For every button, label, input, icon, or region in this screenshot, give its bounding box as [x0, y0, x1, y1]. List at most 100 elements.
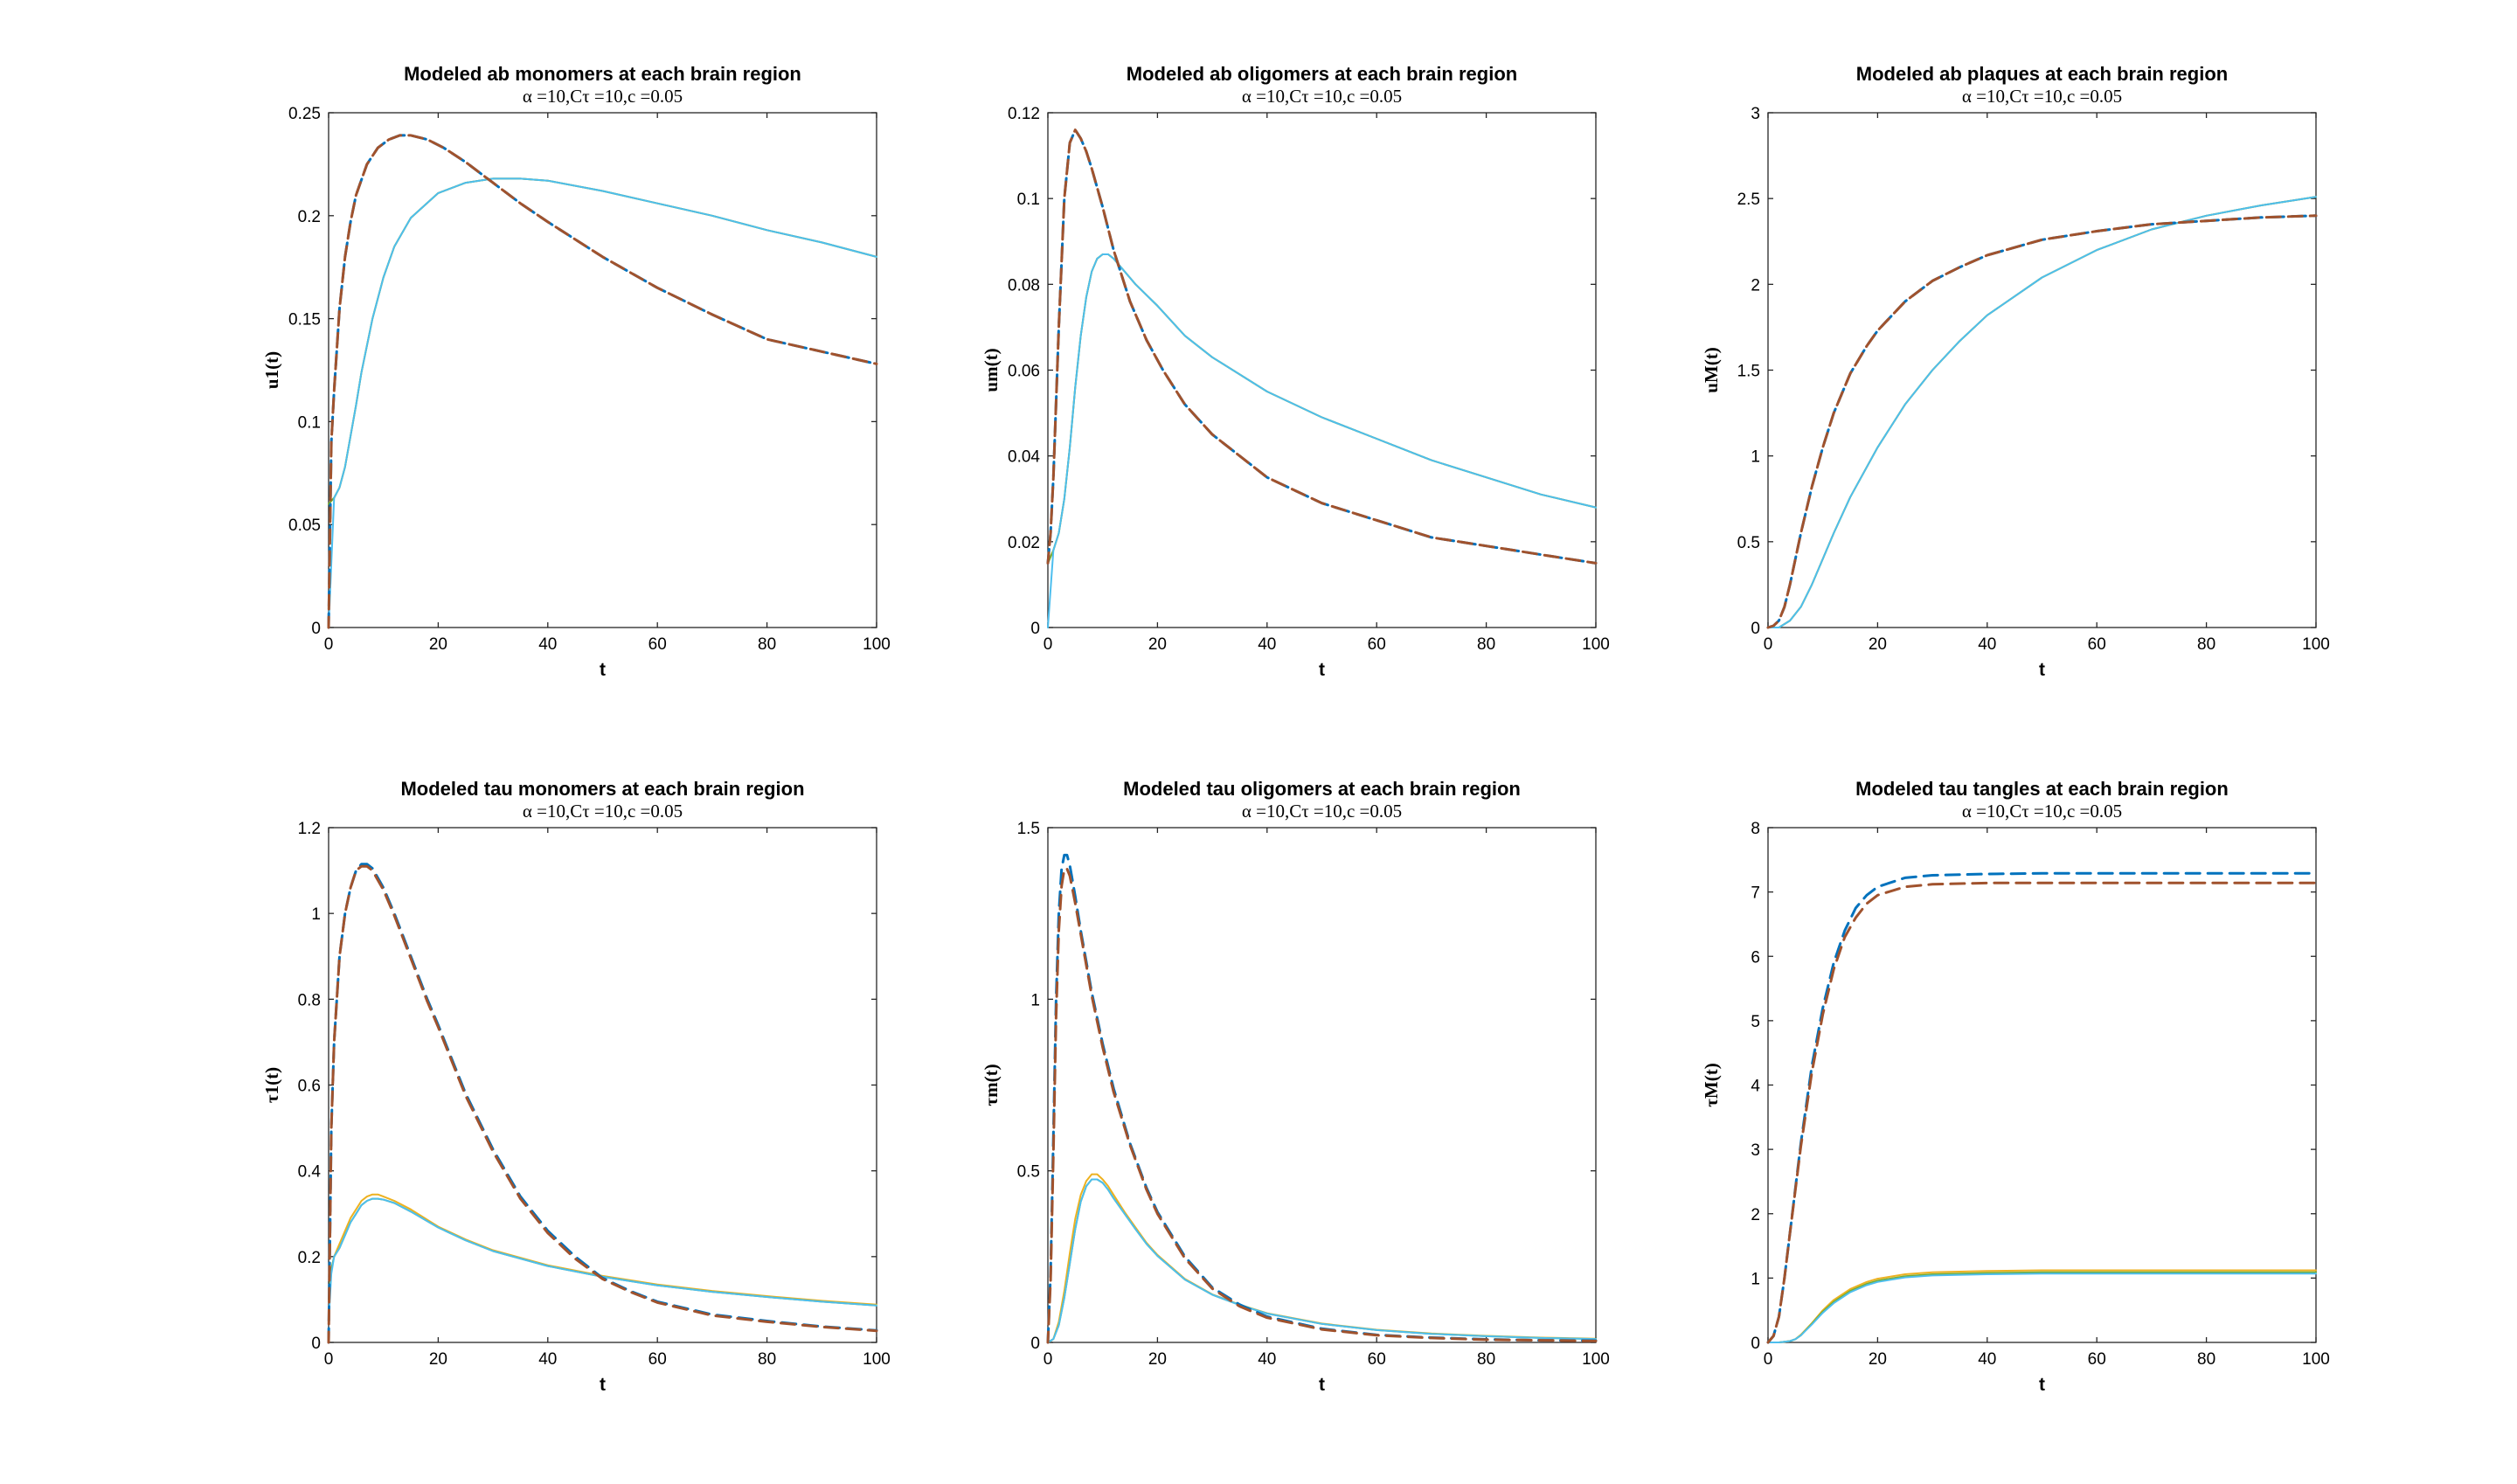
- y-tick-label: 0.1: [298, 413, 321, 432]
- x-tick-label: 20: [429, 635, 447, 654]
- chart-title: Modeled tau oligomers at each brain regi…: [1123, 778, 1521, 800]
- x-tick-label: 80: [758, 1350, 776, 1369]
- axes-box: [1767, 827, 2317, 1343]
- y-tick-label: 1.5: [1017, 820, 1040, 838]
- x-tick-label: 0: [1764, 1350, 1773, 1369]
- chart-title: Modeled tau tangles at each brain region: [1855, 778, 2229, 800]
- x-tick-label: 60: [2088, 635, 2106, 654]
- x-tick-label: 60: [2088, 1350, 2106, 1369]
- y-tick-label: 2: [1751, 1206, 1760, 1224]
- x-tick-label: 40: [1978, 635, 1996, 654]
- axes-box: [1767, 112, 2317, 628]
- x-tick-label: 40: [1258, 1350, 1276, 1369]
- x-tick-label: 0: [1044, 1350, 1053, 1369]
- series-line-2: [1046, 128, 1598, 565]
- x-tick-label: 0: [1764, 635, 1773, 654]
- x-tick-label: 100: [1582, 635, 1610, 654]
- y-tick-label: 1: [1751, 448, 1760, 467]
- y-axis-label: u1(t): [261, 351, 282, 389]
- x-tick-label: 100: [1582, 1350, 1610, 1369]
- x-tick-label: 40: [1978, 1350, 1996, 1369]
- x-tick-label: 20: [1869, 1350, 1887, 1369]
- x-tick-label: 100: [2302, 1350, 2330, 1369]
- x-tick-label: 100: [863, 635, 891, 654]
- series-line-5: [328, 1197, 877, 1322]
- x-tick-label: 80: [1477, 635, 1495, 654]
- chart-title: Modeled tau monomers at each brain regio…: [400, 778, 804, 800]
- x-tick-label: 20: [1148, 1350, 1167, 1369]
- y-tick-label: 5: [1751, 1013, 1760, 1031]
- x-tick-label: 0: [1044, 635, 1053, 654]
- x-tick-label: 60: [648, 1350, 667, 1369]
- series-line-2: [1046, 867, 1598, 1344]
- chart-subtitle: α =10,Cτ =10,c =0.05: [1962, 801, 2122, 822]
- chart-subtitle: α =10,Cτ =10,c =0.05: [1962, 86, 2122, 107]
- axes-box: [1047, 827, 1597, 1343]
- y-axis-label: uM(t): [1701, 347, 1722, 392]
- x-tick-label: 60: [1368, 1350, 1386, 1369]
- x-tick-label: 100: [863, 1350, 891, 1369]
- y-tick-label: 0: [1030, 620, 1040, 638]
- y-tick-label: 1: [311, 905, 321, 924]
- y-tick-label: 0: [311, 620, 321, 638]
- chart-subtitle: α =10,Cτ =10,c =0.05: [1242, 801, 1402, 822]
- x-tick-label: 40: [538, 1350, 557, 1369]
- x-tick-label: 60: [648, 635, 667, 654]
- x-tick-label: 20: [1869, 635, 1887, 654]
- chart-title: Modeled ab oligomers at each brain regio…: [1127, 63, 1517, 85]
- y-tick-label: 1: [1751, 1270, 1760, 1288]
- y-tick-label: 1: [1030, 991, 1040, 1009]
- x-axis-label: t: [600, 1375, 606, 1395]
- y-tick-label: 0.5: [1737, 534, 1760, 552]
- y-tick-label: 0.06: [1008, 363, 1040, 381]
- y-axis-label: τM(t): [1701, 1063, 1722, 1106]
- y-tick-label: 3: [1751, 1141, 1760, 1160]
- axes-box: [1047, 112, 1597, 628]
- y-tick-label: 0.12: [1008, 105, 1040, 123]
- y-tick-label: 0.8: [298, 991, 321, 1009]
- chart-panel-3: Modeled ab plaques at each brain regionα…: [1701, 63, 2330, 680]
- y-tick-label: 8: [1751, 820, 1760, 838]
- x-tick-label: 80: [2197, 1350, 2215, 1369]
- chart-panel-1: Modeled ab monomers at each brain region…: [261, 63, 891, 680]
- y-tick-label: 0: [1751, 1335, 1760, 1353]
- y-tick-label: 1.5: [1737, 363, 1760, 381]
- chart-panel-6: Modeled tau tangles at each brain region…: [1701, 778, 2330, 1395]
- y-axis-label: um(t): [981, 348, 1002, 392]
- series-line-2: [1766, 881, 2318, 1344]
- chart-subtitle: α =10,Cτ =10,c =0.05: [523, 86, 683, 107]
- x-tick-label: 20: [1148, 635, 1167, 654]
- y-tick-label: 6: [1751, 948, 1760, 967]
- y-tick-label: 0.5: [1017, 1163, 1040, 1182]
- axes-box: [328, 827, 877, 1343]
- x-tick-label: 40: [1258, 635, 1276, 654]
- y-axis-label: τm(t): [981, 1064, 1002, 1106]
- y-tick-label: 0.6: [298, 1078, 321, 1096]
- chart-panel-4: Modeled tau monomers at each brain regio…: [261, 778, 891, 1395]
- y-tick-label: 0: [1751, 620, 1760, 638]
- y-tick-label: 2: [1751, 276, 1760, 295]
- chart-panel-5: Modeled tau oligomers at each brain regi…: [981, 778, 1610, 1395]
- y-tick-label: 0.02: [1008, 534, 1040, 552]
- x-tick-label: 60: [1368, 635, 1386, 654]
- x-tick-label: 80: [1477, 1350, 1495, 1369]
- y-tick-label: 0.15: [288, 311, 321, 329]
- y-axis-label: τ1(t): [261, 1067, 282, 1103]
- x-tick-label: 0: [324, 635, 334, 654]
- y-tick-label: 0.08: [1008, 276, 1040, 295]
- y-tick-label: 0.05: [288, 517, 321, 535]
- x-axis-label: t: [1319, 660, 1325, 680]
- chart-panel-2: Modeled ab oligomers at each brain regio…: [981, 63, 1610, 680]
- y-tick-label: 2.5: [1737, 191, 1760, 209]
- x-tick-label: 80: [2197, 635, 2215, 654]
- y-tick-label: 0.2: [298, 1249, 321, 1267]
- y-tick-label: 3: [1751, 105, 1760, 123]
- y-tick-label: 0: [311, 1335, 321, 1353]
- series-line-5: [328, 177, 877, 628]
- y-tick-label: 0.2: [298, 208, 321, 226]
- chart-subtitle: α =10,Cτ =10,c =0.05: [1242, 86, 1402, 107]
- chart-subtitle: α =10,Cτ =10,c =0.05: [523, 801, 683, 822]
- y-tick-label: 0.4: [298, 1163, 322, 1182]
- y-tick-label: 0.1: [1017, 191, 1040, 209]
